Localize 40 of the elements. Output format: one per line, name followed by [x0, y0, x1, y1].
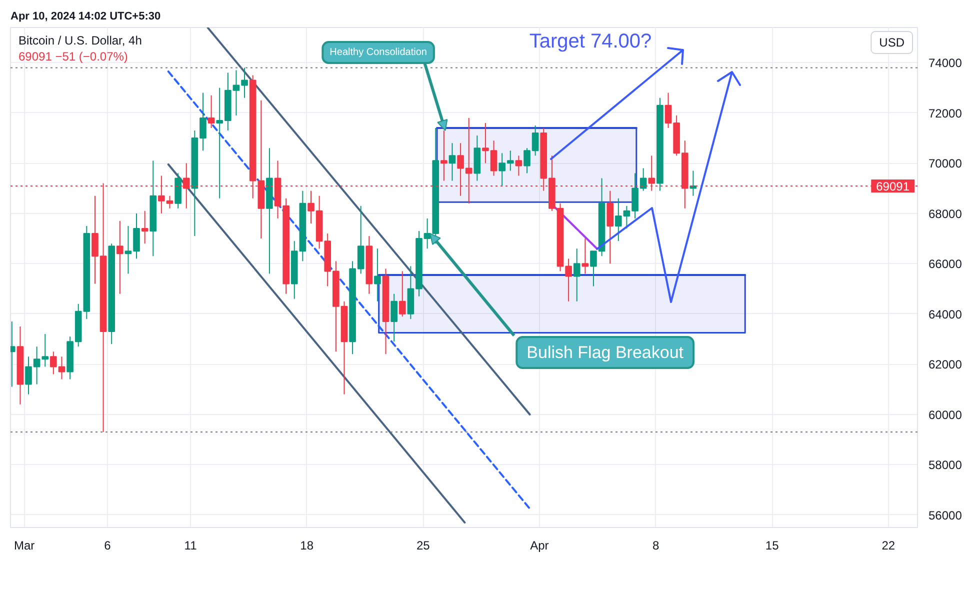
candlestick — [448, 142, 456, 182]
y-tick-label: 72000 — [928, 106, 962, 120]
candlestick — [141, 210, 148, 244]
annotation: Bulish Flag Breakout — [526, 343, 684, 362]
x-tick-label: 15 — [765, 538, 780, 552]
candlestick — [582, 238, 589, 274]
x-tick-label: 22 — [882, 538, 896, 552]
candlestick — [116, 220, 124, 294]
candlestick — [208, 94, 215, 129]
candlestick — [606, 190, 614, 264]
ref-line-label: 69091 — [876, 180, 910, 194]
y-tick-label: 70000 — [928, 156, 962, 171]
annotation: Healthy Consolidation — [330, 47, 427, 58]
candlestick — [390, 293, 398, 342]
candlestick — [515, 155, 522, 176]
y-tick-label: 60000 — [928, 408, 962, 422]
candlestick — [398, 270, 406, 317]
x-tick-label: Mar — [14, 538, 35, 552]
candlestick — [374, 248, 381, 302]
x-tick-label: 6 — [104, 538, 112, 552]
x-tick-label: 18 — [300, 538, 314, 552]
text: Bitcoin / U.S. Dollar, 4h — [18, 34, 142, 48]
y-tick-label: 74000 — [928, 56, 962, 70]
y-tick-label: 56000 — [928, 508, 962, 522]
candlestick — [690, 170, 697, 196]
x-tick-label: 8 — [652, 538, 660, 552]
x-tick-label: 11 — [184, 538, 198, 552]
y-tick-label: 68000 — [928, 206, 962, 221]
x-tick-label: Apr — [530, 538, 549, 552]
y-tick-label: 66000 — [928, 257, 962, 272]
candlestick — [440, 130, 448, 182]
candlestick — [573, 248, 580, 302]
y-axis-title: USD — [879, 36, 905, 50]
y-tick-label: 62000 — [928, 358, 962, 372]
text: Apr 10, 2024 14:02 UTC+5:30 — [10, 10, 161, 22]
x-tick-label: 25 — [416, 538, 430, 552]
y-tick-label: 58000 — [928, 458, 962, 472]
y-tick-label: 64000 — [928, 307, 962, 322]
text: 69091 −51 (−0.07%) — [18, 50, 128, 64]
annotation: Target 74.00? — [529, 30, 652, 52]
